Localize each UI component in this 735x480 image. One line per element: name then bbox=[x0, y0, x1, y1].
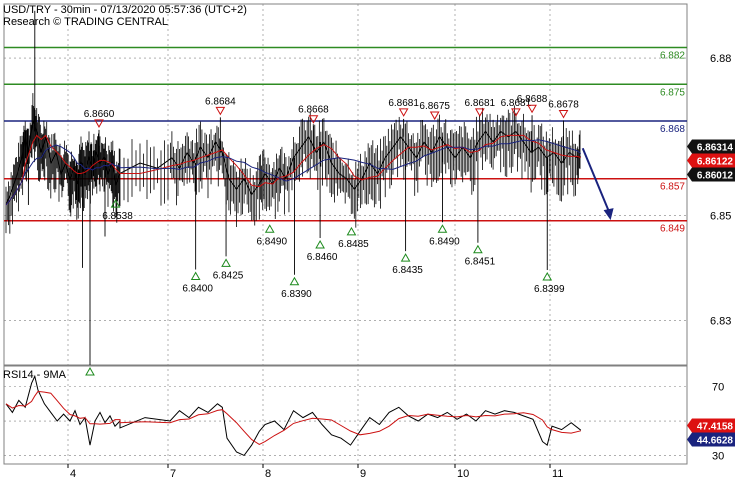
level-label-2: 6.868 bbox=[660, 124, 685, 135]
low-label-3: 6.8490 bbox=[256, 236, 287, 247]
low-marker-0 bbox=[110, 199, 121, 208]
low-label-7: 6.8435 bbox=[392, 265, 423, 276]
rsi-line bbox=[5, 374, 582, 457]
price-badges: 6.86314 6.86122 6.86012 47.4158 44.6628 bbox=[687, 139, 735, 447]
price-ma-line bbox=[5, 134, 581, 206]
low-label-4: 6.8390 bbox=[281, 289, 312, 300]
high-marker-1 bbox=[215, 106, 226, 116]
high-marker-3 bbox=[398, 108, 409, 117]
chart-title: USD/TRY - 30min - 07/13/2020 05:57:36 (U… bbox=[3, 4, 247, 16]
forecast-arrow-head bbox=[603, 208, 614, 221]
high-label-6: 6.8681 bbox=[501, 98, 532, 109]
rsi-badge-0-label: 47.4158 bbox=[697, 421, 734, 432]
rsi-series bbox=[5, 374, 582, 457]
low-marker-2 bbox=[221, 258, 231, 267]
high-label-0: 6.8660 bbox=[84, 109, 115, 120]
level-label-3: 6.857 bbox=[660, 182, 685, 193]
low-label-1: 6.8400 bbox=[182, 284, 213, 295]
price-series bbox=[5, 120, 582, 206]
high-marker-6 bbox=[511, 108, 521, 117]
rsi-y-tick-0: 70 bbox=[712, 382, 724, 394]
high-marker-7 bbox=[527, 104, 537, 114]
low-marker-1 bbox=[190, 271, 201, 281]
high-label-4: 6.8675 bbox=[419, 101, 450, 112]
high-label-7: 6.8688 bbox=[517, 94, 548, 105]
x-tick-2: 8 bbox=[265, 468, 271, 480]
price-badge-1-label: 6.86122 bbox=[697, 157, 734, 168]
rsi-badge-1-box bbox=[687, 432, 735, 447]
low-marker-6 bbox=[346, 226, 357, 236]
low-label-8: 6.8490 bbox=[429, 236, 460, 247]
high-label-5: 6.8681 bbox=[465, 98, 496, 109]
chart-subtitle: Research © TRADING CENTRAL bbox=[3, 16, 168, 28]
rsi-badge-0-box bbox=[687, 418, 735, 433]
x-tick-4: 10 bbox=[457, 468, 469, 480]
low-label-5: 6.8460 bbox=[307, 252, 338, 263]
x-tick-3: 9 bbox=[360, 468, 366, 480]
low-label-10: 6.8399 bbox=[534, 284, 565, 295]
x-tick-1: 7 bbox=[170, 468, 176, 480]
level-label-1: 6.875 bbox=[660, 87, 685, 98]
price-badge-2-label: 6.86012 bbox=[697, 171, 734, 182]
low-marker-8 bbox=[437, 224, 448, 233]
low-marker-10 bbox=[542, 272, 553, 281]
high-marker-0 bbox=[94, 119, 104, 128]
rsi-panel-frame bbox=[3, 365, 688, 465]
forecast-arrow-shaft bbox=[581, 147, 611, 214]
axes: 6.88 6.85 6.83 70 30 4 7 8 9 10 11 bbox=[67, 53, 731, 480]
low-marker-9 bbox=[473, 244, 483, 254]
high-label-3: 6.8681 bbox=[388, 98, 419, 109]
high-marker-2 bbox=[308, 115, 319, 124]
high-label-1: 6.8684 bbox=[205, 96, 236, 107]
low-marker-4 bbox=[289, 276, 300, 286]
x-tick-5: 11 bbox=[552, 468, 563, 480]
low-marker-11 bbox=[85, 366, 95, 376]
low-marker-3 bbox=[264, 224, 275, 233]
price-wicks bbox=[5, 10, 581, 365]
level-label-0: 6.882 bbox=[660, 51, 685, 62]
price-y-tick-1: 6.85 bbox=[710, 210, 731, 222]
high-marker-8 bbox=[558, 109, 569, 119]
price-line bbox=[5, 120, 581, 206]
level-label-4: 6.849 bbox=[660, 224, 685, 235]
price-y-tick-0: 6.88 bbox=[710, 53, 731, 65]
rsi-ma-line bbox=[5, 390, 581, 445]
high-marker-4 bbox=[429, 111, 440, 121]
rsi-y-tick-2: 30 bbox=[712, 450, 724, 462]
low-marker-7 bbox=[400, 253, 411, 262]
rsi-title: RSI14 - 9MA bbox=[3, 369, 67, 381]
high-label-8: 6.8678 bbox=[548, 99, 579, 110]
high-label-2: 6.8668 bbox=[298, 105, 329, 116]
x-tick-0: 4 bbox=[70, 468, 76, 480]
low-label-0: 6.8538 bbox=[102, 211, 133, 222]
grid bbox=[4, 4, 687, 464]
price-badge-0-label: 6.86314 bbox=[697, 143, 734, 154]
price-badge-1-box bbox=[687, 153, 735, 168]
price-badge-2-box bbox=[687, 167, 735, 182]
low-label-2: 6.8425 bbox=[213, 270, 244, 281]
low-label-6: 6.8485 bbox=[338, 239, 369, 250]
price-badge-0-box bbox=[687, 139, 735, 154]
low-label-9: 6.8451 bbox=[465, 257, 496, 268]
low-marker-5 bbox=[315, 240, 325, 249]
rsi-badge-1-label: 44.6628 bbox=[697, 435, 734, 446]
price-y-tick-2: 6.83 bbox=[710, 315, 731, 327]
forecast-arrow bbox=[581, 147, 614, 221]
high-marker-5 bbox=[474, 108, 485, 117]
price-ma-slow-line bbox=[5, 139, 582, 206]
